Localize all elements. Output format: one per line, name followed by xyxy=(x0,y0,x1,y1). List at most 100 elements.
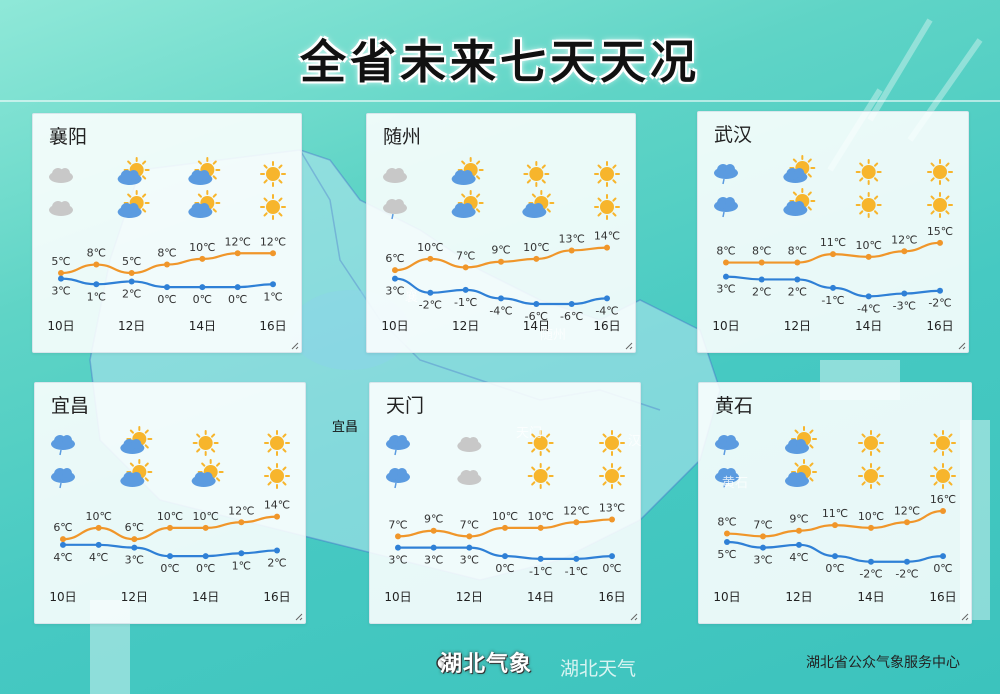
high-temp-label: 6℃ xyxy=(385,252,404,265)
low-temp-point xyxy=(164,284,170,291)
low-temp-point xyxy=(93,281,100,288)
sunny-icon xyxy=(855,159,882,185)
forecast-chart: 8℃ 8℃ 8℃ 11℃ 10℃ 12℃ 15℃ 3℃ 2℃ 2℃ -1℃ -4℃ -3℃ -2℃ 10日 1… xyxy=(712,155,966,350)
sun-disc xyxy=(198,436,213,450)
high-temp-label: 12℃ xyxy=(894,504,920,517)
sun-ray xyxy=(196,448,201,453)
x-tick-label: 10日 xyxy=(381,319,408,333)
sun-ray xyxy=(930,162,935,167)
sun-ray xyxy=(212,160,217,165)
high-temp-point xyxy=(93,261,100,268)
cloud-puff xyxy=(199,203,210,213)
low-temp-label: -2℃ xyxy=(895,568,918,581)
low-temp-label: 0℃ xyxy=(157,293,176,306)
x-tick-label: 12日 xyxy=(785,590,812,604)
sun-ray xyxy=(861,433,866,438)
sun-ray xyxy=(216,477,221,482)
sun-ray xyxy=(617,466,622,471)
sun-ray xyxy=(948,481,953,486)
high-temp-label: 6℃ xyxy=(125,521,144,534)
sunny-icon xyxy=(260,194,286,220)
high-temp-label: 10℃ xyxy=(157,510,183,523)
sun-ray xyxy=(278,212,283,217)
cloudy-icon xyxy=(383,168,407,183)
low-temp-point xyxy=(868,558,874,565)
sun-ray xyxy=(602,481,607,486)
low-temp-point xyxy=(430,544,437,551)
cloud-puff xyxy=(794,168,805,178)
sun-ray xyxy=(933,448,938,453)
sun-ray xyxy=(196,433,201,438)
partly-cloudy-icon xyxy=(117,190,150,218)
low-temp-label: 1℃ xyxy=(232,559,251,572)
sunny-icon xyxy=(858,430,884,456)
sun-disc xyxy=(270,436,284,450)
low-temp-label: -4℃ xyxy=(857,302,880,315)
sun-disc xyxy=(933,198,947,212)
map-ghost-label: 天门 xyxy=(516,426,543,441)
sunny-icon xyxy=(260,161,286,187)
resize-grip xyxy=(295,613,303,621)
high-temp-point xyxy=(392,267,398,274)
high-temp-point xyxy=(832,522,838,529)
sun-ray xyxy=(263,197,268,202)
cloudy-icon xyxy=(457,437,482,452)
rain-icon xyxy=(714,164,738,185)
source-text: 湖北省公众气象服务中心 xyxy=(806,655,960,671)
city-name: 武汉 xyxy=(714,124,753,146)
map-ghost-label: 襄 xyxy=(405,290,419,305)
high-temp-point xyxy=(904,519,910,526)
sun-disc xyxy=(270,469,284,483)
sun-ray xyxy=(612,212,617,217)
low-temp-point xyxy=(865,293,872,300)
sun-ray xyxy=(212,175,217,180)
sun-ray xyxy=(526,164,531,169)
low-temp-point xyxy=(58,275,64,282)
rain-drop xyxy=(59,449,62,456)
sunny-icon xyxy=(927,159,953,185)
watermark-text: 湖北天气 xyxy=(560,658,637,680)
low-temp-point xyxy=(937,287,943,294)
low-temp-point xyxy=(609,553,615,560)
x-tick-label: 10日 xyxy=(47,319,74,333)
high-temp-point xyxy=(568,247,575,254)
city-name: 黄石 xyxy=(715,395,754,417)
high-temp-point xyxy=(573,519,580,526)
sun-ray xyxy=(874,210,879,215)
low-temp-point xyxy=(131,544,138,551)
low-temp-label: -6℃ xyxy=(525,310,548,323)
low-temp-point xyxy=(128,278,135,285)
high-temp-point xyxy=(167,524,173,531)
sun-ray xyxy=(144,462,149,467)
sun-ray xyxy=(874,162,879,167)
x-tick-label: 10日 xyxy=(712,319,739,333)
high-temp-label: 16℃ xyxy=(930,493,956,506)
cloud-puff xyxy=(468,437,479,447)
sun-ray xyxy=(948,466,953,471)
high-temp-label: 12℃ xyxy=(260,235,286,248)
high-temp-point xyxy=(131,536,138,543)
cloud-puff xyxy=(202,472,213,482)
high-temp-label: 10℃ xyxy=(85,510,111,523)
resize-grip xyxy=(291,342,299,350)
sun-ray xyxy=(861,466,866,471)
sun-ray xyxy=(526,179,531,184)
map-ghost-label: 黄石 xyxy=(722,476,749,491)
cloud-puff xyxy=(794,201,805,211)
high-temp-label: 5℃ xyxy=(51,255,70,268)
map-label-yichang: 宜昌 xyxy=(332,420,359,435)
x-tick-label: 14日 xyxy=(857,590,884,604)
cloud-puff xyxy=(199,170,210,180)
resize-grip xyxy=(625,342,633,350)
sun-ray xyxy=(930,210,935,215)
high-temp-point xyxy=(60,536,66,543)
x-tick-label: 10日 xyxy=(49,590,76,604)
low-temp-label: 2℃ xyxy=(122,287,141,300)
sunny-icon xyxy=(527,463,554,489)
sunny-icon xyxy=(599,463,625,489)
sun-disc xyxy=(936,436,950,450)
high-temp-label: 12℃ xyxy=(224,235,250,248)
sun-ray xyxy=(792,191,797,196)
rain-icon xyxy=(51,435,75,456)
low-temp-label: 0℃ xyxy=(933,562,952,575)
